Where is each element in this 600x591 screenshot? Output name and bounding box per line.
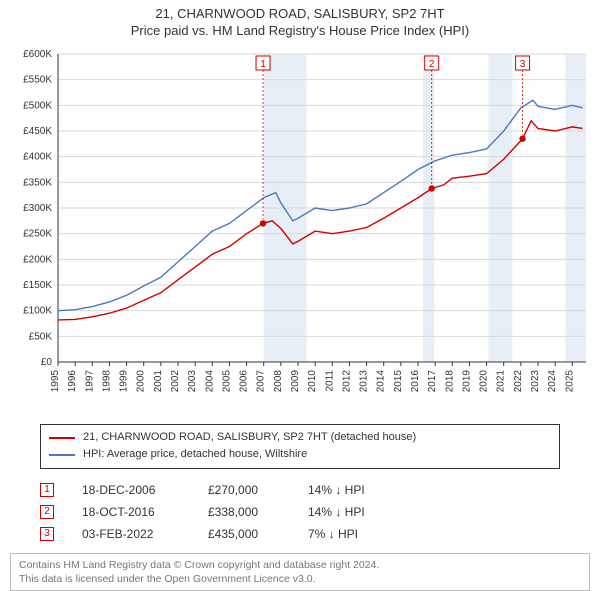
svg-text:£150K: £150K [23,280,52,291]
chart-svg: £0 £50K £100K £150K £200K £250K £300K £350K £400… [10,46,590,416]
svg-text:£100K: £100K [23,305,52,316]
footer-line1: Contains HM Land Registry data © Crown c… [19,558,581,572]
legend-label-property: 21, CHARNWOOD ROAD, SALISBURY, SP2 7HT (… [83,429,416,447]
sale-price: £338,000 [208,505,280,519]
sale-price: £270,000 [208,483,280,497]
svg-text:2020: 2020 [479,369,490,392]
sale-marker-2: 2 [40,505,54,519]
legend-swatch-property [49,437,75,439]
svg-text:2011: 2011 [324,369,335,391]
chart-legend: 21, CHARNWOOD ROAD, SALISBURY, SP2 7HT (… [40,424,560,469]
table-row: 1 18-DEC-2006 £270,000 14% ↓ HPI [40,479,560,501]
svg-text:2007: 2007 [256,369,267,392]
table-row: 2 18-OCT-2016 £338,000 14% ↓ HPI [40,501,560,523]
svg-text:2016: 2016 [410,369,421,392]
svg-text:2024: 2024 [547,369,558,392]
legend-swatch-hpi [49,454,75,456]
chart-title-line1: 21, CHARNWOOD ROAD, SALISBURY, SP2 7HT [0,6,600,23]
svg-text:£200K: £200K [23,254,52,265]
svg-text:2005: 2005 [221,369,232,392]
svg-text:1996: 1996 [67,369,78,392]
legend-label-hpi: HPI: Average price, detached house, Wilt… [83,446,307,464]
svg-text:2013: 2013 [359,369,370,392]
sales-table: 1 18-DEC-2006 £270,000 14% ↓ HPI 2 18-OC… [40,479,560,545]
svg-text:2018: 2018 [444,369,455,392]
svg-text:£600K: £600K [23,49,52,60]
svg-text:2004: 2004 [204,369,215,392]
sale-marker-3: 3 [40,527,54,541]
svg-text:1995: 1995 [50,369,61,392]
chart-title-line2: Price paid vs. HM Land Registry's House … [0,23,600,40]
svg-text:£450K: £450K [23,126,52,137]
svg-text:2003: 2003 [187,369,198,392]
sale-delta: 7% ↓ HPI [308,527,398,541]
svg-text:1: 1 [260,59,266,70]
svg-text:2: 2 [429,59,435,70]
svg-text:£0: £0 [41,357,53,368]
svg-text:2017: 2017 [427,369,438,392]
svg-text:2015: 2015 [393,369,404,392]
svg-text:2025: 2025 [564,369,575,392]
sale-date: 18-OCT-2016 [82,505,180,519]
sale-marker-1: 1 [40,483,54,497]
svg-text:1999: 1999 [119,369,130,392]
svg-text:£250K: £250K [23,228,52,239]
svg-text:£500K: £500K [23,100,52,111]
svg-text:£550K: £550K [23,74,52,85]
svg-text:2022: 2022 [513,369,524,392]
chart-title-block: 21, CHARNWOOD ROAD, SALISBURY, SP2 7HT P… [0,0,600,40]
svg-text:1997: 1997 [84,369,95,392]
price-chart: £0 £50K £100K £150K £200K £250K £300K £350K £400… [10,46,590,416]
svg-text:1998: 1998 [101,369,112,392]
svg-text:2023: 2023 [530,369,541,392]
footer-line2: This data is licensed under the Open Gov… [19,572,581,586]
svg-text:2012: 2012 [341,369,352,392]
svg-text:2008: 2008 [273,369,284,392]
sale-delta: 14% ↓ HPI [308,483,398,497]
svg-text:3: 3 [520,59,526,70]
svg-text:2000: 2000 [136,369,147,392]
svg-text:2010: 2010 [307,369,318,392]
sale-date: 18-DEC-2006 [82,483,180,497]
svg-text:2001: 2001 [153,369,164,392]
svg-text:£350K: £350K [23,177,52,188]
table-row: 3 03-FEB-2022 £435,000 7% ↓ HPI [40,523,560,545]
legend-item-property: 21, CHARNWOOD ROAD, SALISBURY, SP2 7HT (… [49,429,551,447]
svg-text:2014: 2014 [376,369,387,392]
attribution-footer: Contains HM Land Registry data © Crown c… [10,553,590,591]
svg-text:£300K: £300K [23,203,52,214]
svg-text:£50K: £50K [29,331,53,342]
svg-text:2002: 2002 [170,369,181,392]
svg-text:2019: 2019 [461,369,472,392]
svg-text:£400K: £400K [23,151,52,162]
svg-text:2009: 2009 [290,369,301,392]
sale-price: £435,000 [208,527,280,541]
sale-date: 03-FEB-2022 [82,527,180,541]
sale-delta: 14% ↓ HPI [308,505,398,519]
svg-text:2021: 2021 [496,369,507,392]
svg-text:2006: 2006 [239,369,250,392]
legend-item-hpi: HPI: Average price, detached house, Wilt… [49,446,551,464]
